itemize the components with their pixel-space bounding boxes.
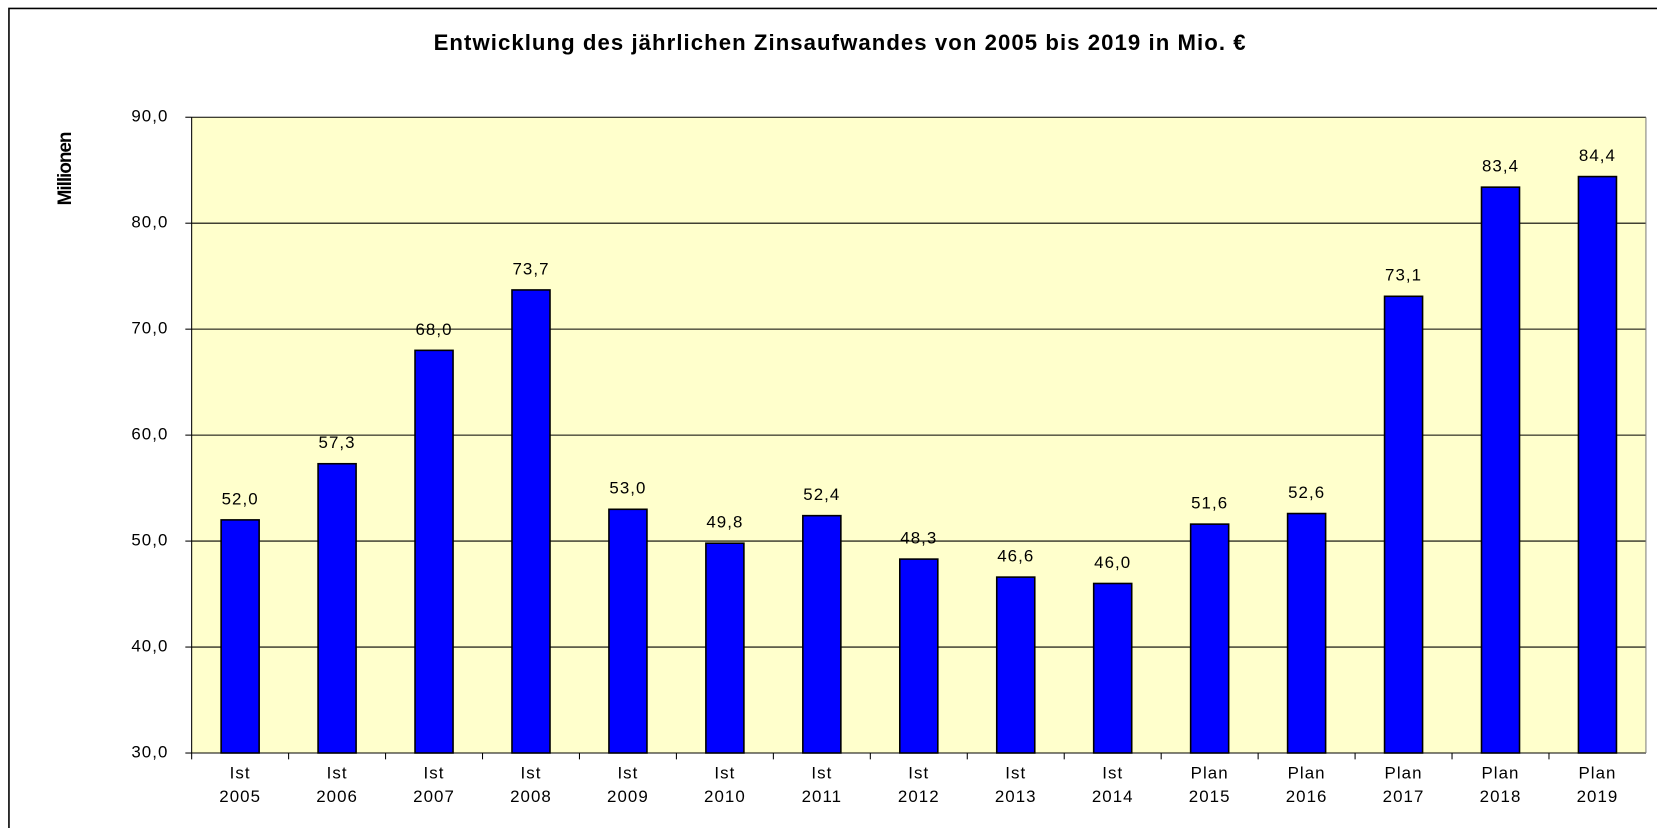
value-label: 73,7 <box>512 259 549 278</box>
x-tick-label: Plan <box>1482 764 1520 783</box>
x-tick-label: 2011 <box>802 787 843 806</box>
chart-title: Entwicklung des jährlichen Zinsaufwandes… <box>434 30 1247 55</box>
value-label: 46,0 <box>1094 553 1131 572</box>
x-tick-label: Ist <box>908 764 929 783</box>
value-label: 73,1 <box>1385 266 1422 285</box>
y-tick-label: 40,0 <box>131 637 168 656</box>
bar <box>1189 523 1230 754</box>
value-label: 53,0 <box>609 479 646 498</box>
value-label: 52,6 <box>1288 483 1325 502</box>
bar <box>220 519 260 754</box>
x-tick-label: Ist <box>327 764 348 783</box>
bar <box>1092 582 1133 754</box>
bar <box>1383 295 1424 754</box>
x-tick-label: 2008 <box>510 787 552 806</box>
x-tick-label: Plan <box>1385 764 1423 783</box>
x-tick-label: 2016 <box>1286 787 1328 806</box>
x-tick-label: 2007 <box>413 787 455 806</box>
x-tick-label: 2015 <box>1189 787 1231 806</box>
value-label: 48,3 <box>900 529 937 548</box>
x-tick-label: 2012 <box>898 787 940 806</box>
y-tick-label: 30,0 <box>131 742 168 761</box>
x-tick-label: 2005 <box>219 787 261 806</box>
y-tick-label: 80,0 <box>131 213 168 232</box>
x-tick-label: Ist <box>520 764 541 783</box>
value-label: 52,0 <box>222 489 259 508</box>
y-tick-label: 50,0 <box>131 531 168 550</box>
x-tick-label: Plan <box>1578 764 1616 783</box>
value-label: 46,6 <box>997 547 1034 566</box>
bar <box>511 289 551 754</box>
y-tick-label: 70,0 <box>131 319 168 338</box>
x-tick-label: 2014 <box>1092 787 1134 806</box>
x-tick-label: Ist <box>714 764 735 783</box>
x-tick-label: 2017 <box>1383 787 1425 806</box>
bar <box>414 349 454 754</box>
x-tick-label: 2019 <box>1577 787 1619 806</box>
y-tick-label: 90,0 <box>131 107 168 126</box>
x-tick-label: Ist <box>424 764 445 783</box>
x-tick-label: 2018 <box>1480 787 1522 806</box>
x-tick-label: Plan <box>1288 764 1326 783</box>
x-tick-label: Ist <box>230 764 251 783</box>
bar <box>608 508 648 754</box>
value-label: 57,3 <box>319 433 356 452</box>
value-label: 84,4 <box>1579 146 1616 165</box>
x-tick-label: Plan <box>1191 764 1229 783</box>
x-tick-label: Ist <box>811 764 832 783</box>
x-tick-label: 2006 <box>316 787 358 806</box>
value-label: 83,4 <box>1482 157 1519 176</box>
x-tick-label: Ist <box>617 764 638 783</box>
bar <box>898 558 939 754</box>
bar <box>705 542 745 754</box>
x-tick-label: 2013 <box>995 787 1037 806</box>
y-axis-label: Millionen <box>55 132 76 205</box>
bar <box>802 514 842 754</box>
value-label: 51,6 <box>1191 494 1228 513</box>
x-tick-label: 2010 <box>704 787 746 806</box>
value-label: 68,0 <box>415 320 452 339</box>
bar <box>995 576 1036 754</box>
bar <box>317 462 357 754</box>
bar <box>1577 175 1618 754</box>
value-label: 52,4 <box>803 485 840 504</box>
bar <box>1286 512 1327 754</box>
bar <box>1480 186 1521 754</box>
value-label: 49,8 <box>706 513 743 532</box>
x-tick-label: 2009 <box>607 787 649 806</box>
x-tick-label: Ist <box>1005 764 1026 783</box>
y-tick-label: 60,0 <box>131 425 168 444</box>
x-tick-label: Ist <box>1102 764 1123 783</box>
